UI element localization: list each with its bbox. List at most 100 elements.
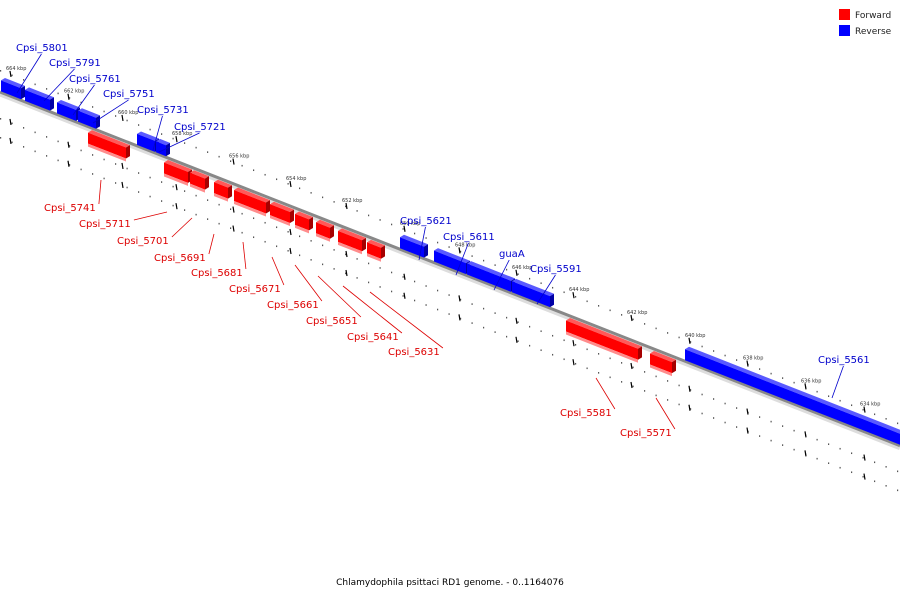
grid-dot: [713, 417, 715, 419]
gene-box-top: [25, 87, 54, 100]
gene-label-Cpsi_5581[interactable]: Cpsi_5581: [560, 408, 612, 419]
leader-Cpsi_5691: [208, 233, 215, 255]
gene-label-Cpsi_5711[interactable]: Cpsi_5711: [79, 219, 131, 230]
gene-label-Cpsi_5591[interactable]: Cpsi_5591: [530, 264, 582, 275]
gene-label-Cpsi_5761[interactable]: Cpsi_5761: [69, 74, 121, 85]
grid-dot: [494, 312, 496, 314]
gene-box-front: [164, 162, 188, 183]
gene-Cpsi_5721[interactable]: [156, 138, 170, 157]
gene-box-front: [685, 349, 900, 445]
gene-Cpsi_5581[interactable]: [566, 318, 642, 363]
gene-label-Cpsi_5621[interactable]: Cpsi_5621: [400, 216, 452, 227]
gene-box-front: [512, 281, 550, 308]
gene-Cpsi_5591[interactable]: [512, 278, 554, 308]
gene-label-Cpsi_5731[interactable]: Cpsi_5731: [137, 105, 189, 116]
gene-Cpsi_5791[interactable]: [25, 87, 54, 111]
gene-Cpsi_5671[interactable]: [270, 201, 294, 226]
lower-tick-row: [0, 118, 899, 473]
grid-dot: [46, 136, 48, 138]
grid-dot: [770, 439, 772, 442]
gene-Cpsi_5741[interactable]: [88, 130, 130, 162]
gene-Cpsi_5801[interactable]: [1, 77, 25, 100]
gene-label-Cpsi_5681[interactable]: Cpsi_5681: [191, 268, 243, 279]
gene-box-top: [137, 131, 159, 141]
grid-dot: [667, 332, 669, 334]
gene-label-Cpsi_5561[interactable]: Cpsi_5561: [818, 355, 870, 366]
gene-label-Cpsi_5571[interactable]: Cpsi_5571: [620, 428, 672, 439]
grid-dot: [241, 164, 243, 167]
grid-tick: [9, 70, 12, 78]
gene-box-front: [88, 132, 126, 159]
grid-dot: [437, 308, 439, 311]
gene-Cpsi_5571[interactable]: [650, 351, 676, 377]
grid-dot: [575, 362, 577, 365]
grid-dot: [80, 149, 82, 152]
scale-tick-label: 656 kbp: [229, 154, 249, 160]
grid-dot: [874, 413, 876, 416]
gene-Cpsi_5641[interactable]: [338, 228, 366, 255]
grid-dot: [425, 285, 427, 287]
grid-dot: [241, 231, 243, 234]
grid-dot: [874, 461, 876, 464]
gene-Cpsi_5661[interactable]: [295, 211, 313, 234]
gene-Cpsi_5631[interactable]: [367, 239, 385, 262]
gene-label-Cpsi_5651[interactable]: Cpsi_5651: [306, 316, 358, 327]
grid-dot: [471, 303, 473, 305]
gene-label-Cpsi_5701[interactable]: Cpsi_5701: [117, 236, 169, 247]
gene-box-front: [400, 237, 424, 258]
grid-tick: [804, 450, 807, 457]
grid-dot: [253, 217, 255, 220]
gene-Cpsi_5561[interactable]: [685, 346, 900, 445]
grid-tick: [67, 93, 70, 100]
gene-label-Cpsi_5661[interactable]: Cpsi_5661: [267, 300, 319, 311]
gene-label-Cpsi_5801[interactable]: Cpsi_5801: [16, 43, 68, 54]
grid-dot: [793, 448, 795, 451]
grid-dot: [218, 222, 220, 225]
grid-dot: [264, 173, 266, 176]
gene-label-Cpsi_5791[interactable]: Cpsi_5791: [49, 58, 101, 69]
gene-Cpsi_5651[interactable]: [316, 219, 334, 242]
grid-dot: [402, 276, 404, 278]
grid-dot: [345, 253, 347, 256]
gene-label-guaA[interactable]: guaA: [499, 249, 525, 260]
gene-label-Cpsi_5691[interactable]: Cpsi_5691: [154, 253, 206, 264]
grid-dot: [379, 219, 381, 221]
gene-label-Cpsi_5611[interactable]: Cpsi_5611: [443, 232, 495, 243]
grid-tick: [515, 336, 518, 343]
grid-dot: [724, 354, 726, 357]
gene-Cpsi_5701[interactable]: [190, 170, 209, 193]
gene-label-Cpsi_5671[interactable]: Cpsi_5671: [229, 284, 281, 295]
gene-box-side: [205, 176, 209, 190]
grid-dot: [770, 372, 772, 375]
gene-label-Cpsi_5751[interactable]: Cpsi_5751: [103, 89, 155, 100]
gene-label-Cpsi_5741[interactable]: Cpsi_5741: [44, 203, 96, 214]
grid-dot: [161, 133, 163, 135]
grid-dot: [345, 272, 347, 275]
grid-dot: [828, 462, 830, 465]
gene-box-side: [21, 85, 25, 100]
gene-box-side: [266, 200, 270, 214]
grid-dot: [793, 381, 795, 384]
gene-label-Cpsi_5631[interactable]: Cpsi_5631: [388, 347, 440, 358]
gene-Cpsi_5681[interactable]: [234, 187, 270, 217]
gene-Cpsi_5621[interactable]: [400, 234, 428, 258]
grid-tick: [630, 314, 633, 322]
grid-dot: [11, 122, 13, 125]
grid-dot: [126, 119, 128, 122]
gene-box-side: [424, 244, 428, 258]
scale-tick-label: 648 kbp: [455, 242, 475, 248]
grid-dot: [126, 167, 128, 170]
gene-label-Cpsi_5641[interactable]: Cpsi_5641: [347, 332, 399, 343]
grid-dot: [460, 250, 462, 253]
grid-tick: [863, 454, 866, 461]
grid-dot: [126, 186, 128, 189]
grid-tick: [232, 225, 235, 232]
gene-box-top: [400, 234, 428, 247]
gene-Cpsi_5691[interactable]: [214, 179, 232, 202]
gene-label-Cpsi_5721[interactable]: Cpsi_5721: [174, 122, 226, 133]
grid-dot: [322, 244, 324, 247]
legend-forward-label: Forward: [855, 11, 891, 21]
grid-tick: [289, 180, 292, 188]
genome-backbone: [0, 90, 900, 451]
grid-dot: [897, 470, 899, 473]
